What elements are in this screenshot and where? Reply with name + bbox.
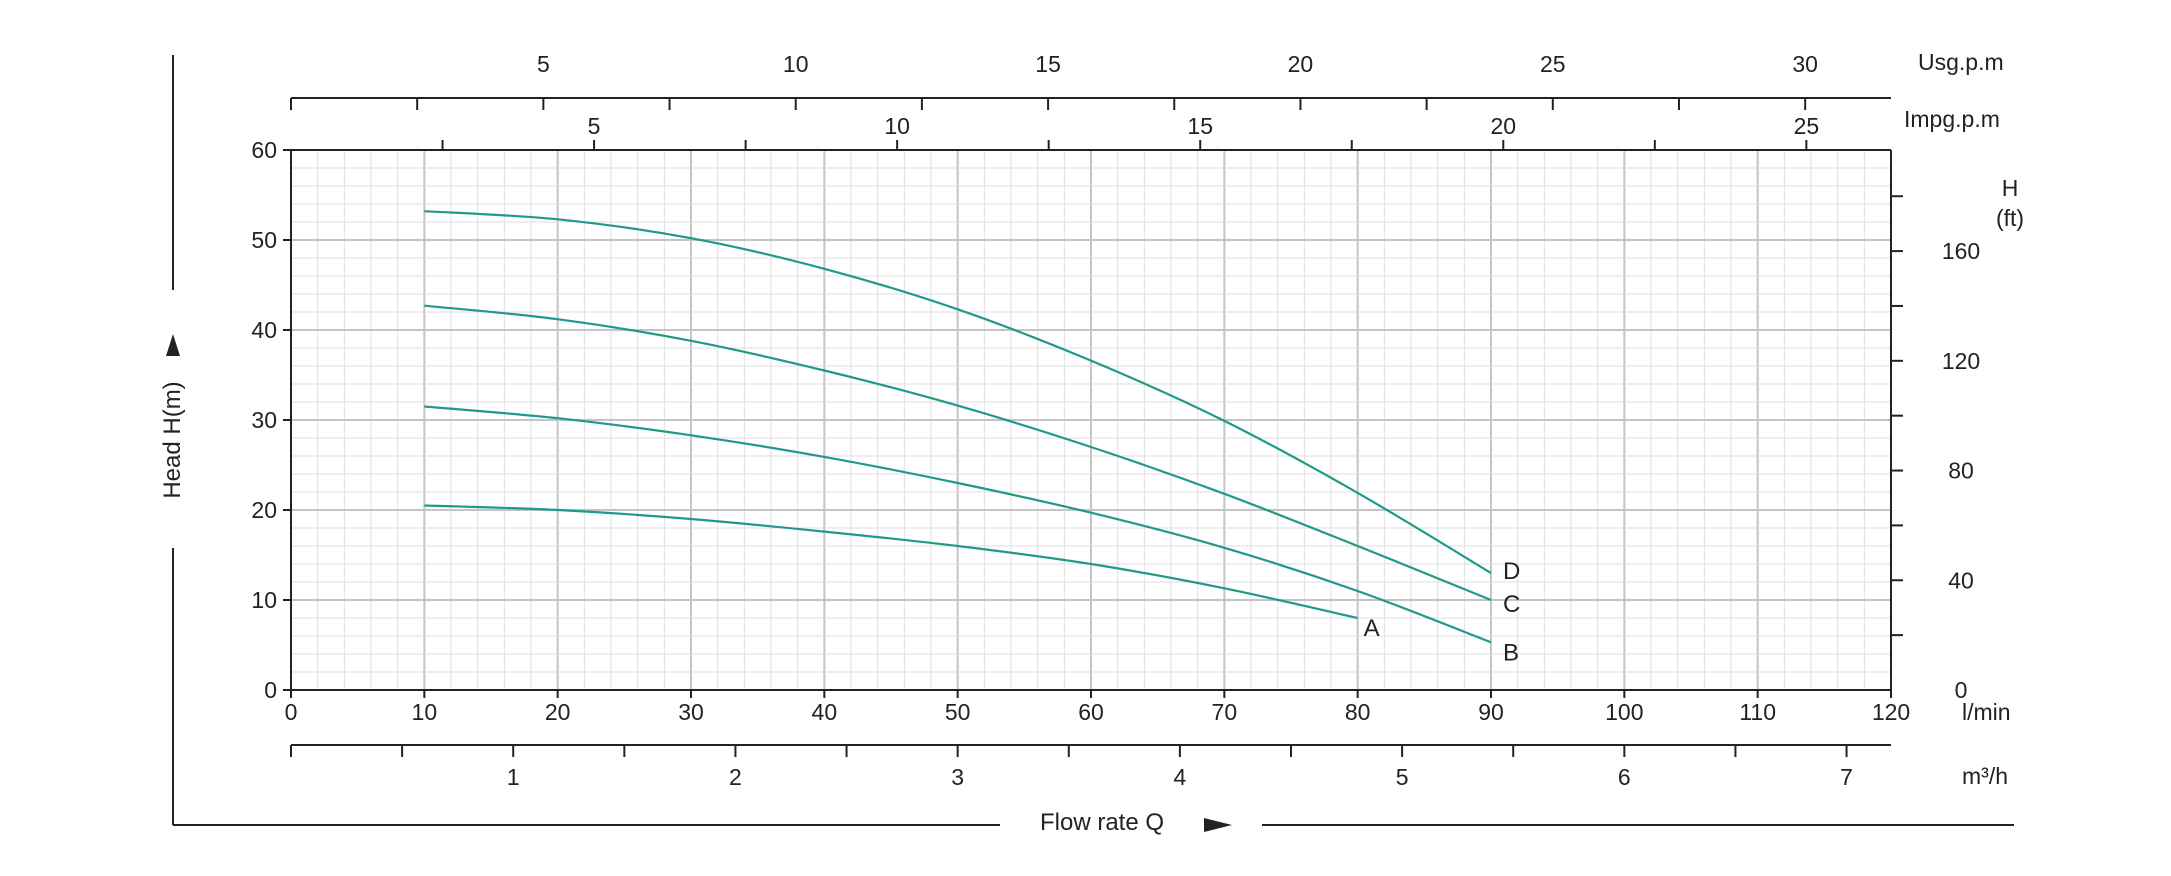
impgpm-tick-label: 5	[588, 113, 601, 139]
usgpm-tick-label: 20	[1288, 51, 1314, 77]
impgpm-tick-label: 15	[1187, 113, 1213, 139]
series-curve-b	[424, 405, 1492, 644]
x-tick-label: 100	[1605, 699, 1643, 725]
head-ft-tick-label: 0	[1955, 677, 1968, 703]
usgpm-tick-label: 5	[537, 51, 550, 77]
usgpm-tick-label: 30	[1792, 51, 1818, 77]
head-ft-tick-label: 40	[1948, 567, 1974, 593]
m3h-unit-label: m³/h	[1962, 763, 2008, 789]
usgpm-tick-label: 15	[1035, 51, 1061, 77]
x-tick-label: 30	[678, 699, 704, 725]
x-tick-label: 50	[945, 699, 971, 725]
series-curve-c	[424, 304, 1492, 602]
x-tick-label: 70	[1212, 699, 1238, 725]
x-tick-label: 120	[1872, 699, 1910, 725]
x-tick-label: 90	[1478, 699, 1504, 725]
flow-arrow-icon	[1204, 818, 1232, 832]
y-tick-label: 0	[264, 677, 277, 703]
axes: 0 10 20 30 40 50 60 70 80 90 100 110 120010203040506…	[251, 51, 1980, 790]
x-tick-label: 40	[812, 699, 838, 725]
y-tick-label: 50	[251, 227, 277, 253]
head-ft-tick-label: 120	[1942, 348, 1980, 374]
m3h-tick-label: 4	[1173, 764, 1186, 790]
y-tick-label: 40	[251, 317, 277, 343]
m3h-tick-label: 5	[1396, 764, 1409, 790]
impgpm-tick-label: 10	[884, 113, 910, 139]
x-axis-title: Flow rate Q	[1040, 809, 1164, 836]
head-ft-unit-line1: H	[2002, 175, 2019, 201]
series-label-a: A	[1364, 615, 1380, 642]
x-tick-label: 0	[285, 699, 298, 725]
x-tick-label: 10	[412, 699, 438, 725]
x-tick-label: 20	[545, 699, 571, 725]
head-ft-tick-label: 80	[1948, 458, 1974, 484]
series-curves: A BCD	[424, 210, 1520, 666]
y-tick-label: 60	[251, 137, 277, 163]
impgpm-unit-label: Impg.p.m	[1904, 106, 2000, 132]
y-axis-title: Head H(m)	[159, 381, 186, 498]
m3h-tick-label: 1	[507, 764, 520, 790]
x-unit-label: l/min	[1962, 699, 2011, 725]
usgpm-tick-label: 25	[1540, 51, 1566, 77]
series-curve-d	[424, 210, 1492, 574]
head-arrow-icon	[166, 334, 180, 356]
series-label-b: B	[1503, 639, 1519, 666]
grid	[290, 149, 1892, 691]
series-label-d: D	[1503, 558, 1520, 585]
impgpm-tick-label: 25	[1794, 113, 1820, 139]
x-tick-label: 60	[1078, 699, 1104, 725]
x-tick-label: 110	[1739, 699, 1776, 725]
y-tick-label: 30	[251, 407, 277, 433]
usgpm-unit-label: Usg.p.m	[1918, 49, 2004, 75]
m3h-tick-label: 6	[1618, 764, 1631, 790]
outer-frame: Flow rate Q Head H(m) l/min m³/h Usg.p.m…	[159, 49, 2024, 836]
series-curve-a	[424, 504, 1358, 620]
head-ft-unit-line2: (ft)	[1996, 205, 2024, 231]
impgpm-tick-label: 20	[1490, 113, 1516, 139]
y-tick-label: 10	[251, 587, 277, 613]
x-tick-label: 80	[1345, 699, 1371, 725]
series-label-c: C	[1503, 591, 1520, 618]
m3h-tick-label: 3	[951, 764, 964, 790]
m3h-tick-label: 7	[1840, 764, 1853, 790]
y-tick-label: 20	[251, 497, 277, 523]
head-ft-tick-label: 160	[1942, 238, 1980, 264]
m3h-tick-label: 2	[729, 764, 742, 790]
usgpm-tick-label: 10	[783, 51, 809, 77]
